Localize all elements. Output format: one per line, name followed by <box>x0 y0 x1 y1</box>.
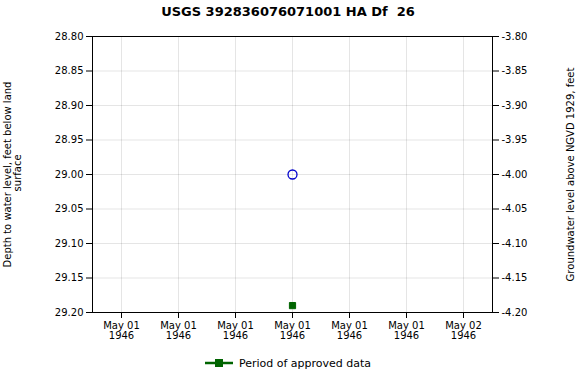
svg-text:-4.00: -4.00 <box>502 169 528 180</box>
svg-text:-4.20: -4.20 <box>502 307 528 318</box>
svg-text:29.20: 29.20 <box>55 307 84 318</box>
svg-text:28.80: 28.80 <box>55 31 84 42</box>
svg-text:May 011946: May 011946 <box>160 320 197 341</box>
svg-text:-4.15: -4.15 <box>502 272 528 283</box>
svg-text:May 021946: May 021946 <box>445 320 482 341</box>
svg-text:Depth to water level, feet bel: Depth to water level, feet below land su… <box>2 82 23 268</box>
svg-text:May 011946: May 011946 <box>103 320 140 341</box>
svg-text:29.15: 29.15 <box>55 272 84 283</box>
svg-text:29.05: 29.05 <box>55 203 84 214</box>
svg-text:Groundwater level above NGVD 1: Groundwater level above NGVD 1929, feet <box>565 68 576 282</box>
svg-text:29.00: 29.00 <box>55 169 84 180</box>
svg-text:-4.05: -4.05 <box>502 203 528 214</box>
svg-text:29.10: 29.10 <box>55 238 84 249</box>
svg-text:28.90: 28.90 <box>55 100 84 111</box>
svg-text:May 011946: May 011946 <box>388 320 425 341</box>
html-text:Period of approved data: Period of approved data <box>238 356 372 370</box>
svg-text:-3.85: -3.85 <box>502 65 528 76</box>
svg-text:May 011946: May 011946 <box>274 320 311 341</box>
svg-text:28.85: 28.85 <box>55 65 84 76</box>
svg-text:28.95: 28.95 <box>55 134 84 145</box>
svg-text:-3.90: -3.90 <box>502 100 528 111</box>
svg-text:-3.80: -3.80 <box>502 31 528 42</box>
svg-text:-3.95: -3.95 <box>502 134 528 145</box>
svg-text:-4.10: -4.10 <box>502 238 528 249</box>
svg-text:May 011946: May 011946 <box>217 320 254 341</box>
html-text:USGS 392836076071001 HA Df 26: USGS 392836076071001 HA Df 26 <box>161 4 415 19</box>
svg-text:May 011946: May 011946 <box>331 320 368 341</box>
